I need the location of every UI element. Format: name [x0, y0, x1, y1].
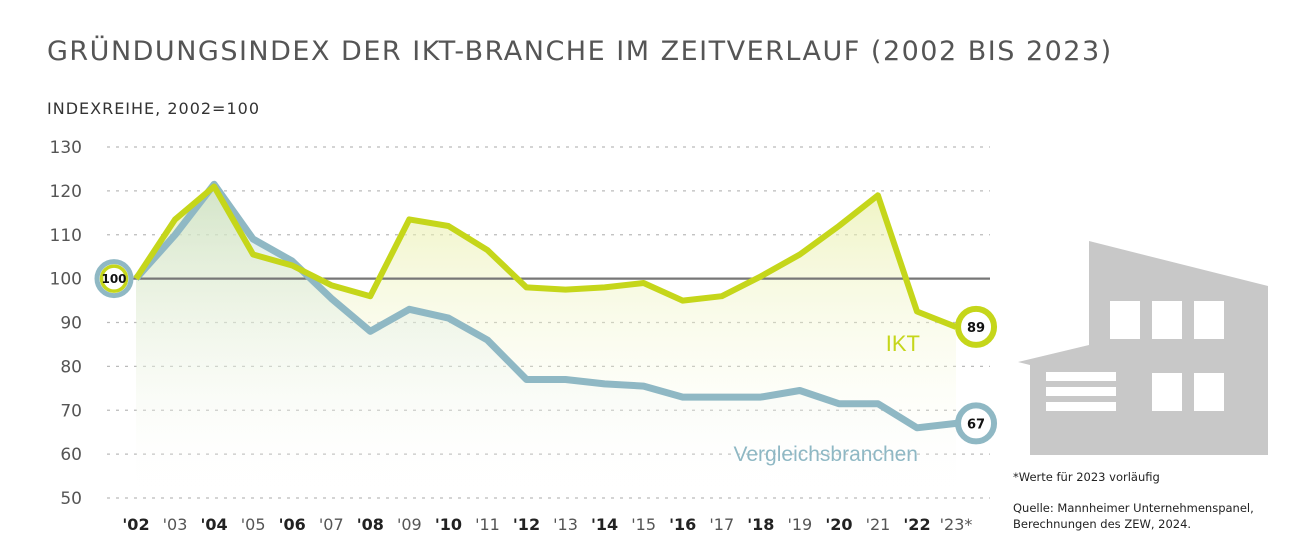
y-tick-label: 60: [60, 445, 82, 465]
x-tick-label: '14: [591, 515, 618, 534]
line-vergleichsbranchen: [133, 180, 957, 432]
end-marker-ikt-label: 89: [967, 321, 985, 336]
x-tick-label: '05: [241, 515, 266, 534]
footnote: *Werte für 2023 vorläufig: [1013, 470, 1160, 484]
chart-title: GRÜNDUNGSINDEX DER IKT-BRANCHE IM ZEITVE…: [47, 36, 1113, 67]
x-tick-label: '11: [475, 515, 500, 534]
series-label-ikt: IKT: [886, 331, 920, 356]
x-tick-label: '20: [825, 515, 852, 534]
x-tick-label: '15: [631, 515, 656, 534]
start-marker-inner: [99, 264, 129, 293]
y-tick-label: 120: [50, 182, 82, 202]
source-line-1: Quelle: Mannheimer Unternehmenspanel,: [1013, 501, 1254, 515]
building-icon: [1018, 241, 1268, 455]
x-tick-label: '17: [709, 515, 734, 534]
series-label-vergleichsbranchen: Vergleichsbranchen: [734, 443, 918, 466]
x-tick-label: '22: [903, 515, 930, 534]
end-marker-vergleichsbranchen-label: 67: [967, 417, 985, 432]
start-marker-label: 100: [101, 272, 126, 286]
x-tick-label: '09: [397, 515, 422, 534]
x-tick-label: '16: [669, 515, 696, 534]
source-note: Quelle: Mannheimer Unternehmenspanel, Be…: [1013, 500, 1254, 532]
y-tick-label: 80: [60, 357, 82, 377]
x-tick-label: '02: [122, 515, 149, 534]
x-tick-label: '18: [747, 515, 774, 534]
x-tick-label: '07: [319, 515, 344, 534]
y-tick-label: 110: [50, 226, 82, 246]
y-tick-label: 50: [60, 489, 82, 509]
x-tick-label: '13: [553, 515, 578, 534]
y-tick-label: 100: [50, 270, 82, 290]
chart-subtitle: INDEXREIHE, 2002=100: [47, 99, 260, 118]
x-tick-label: '10: [435, 515, 462, 534]
y-tick-label: 90: [60, 314, 82, 334]
x-tick-label: '06: [279, 515, 306, 534]
x-tick-label: '08: [357, 515, 384, 534]
x-tick-label: '12: [513, 515, 540, 534]
y-tick-label: 70: [60, 401, 82, 421]
line-ikt: [133, 183, 958, 330]
source-line-2: Berechnungen des ZEW, 2024.: [1013, 517, 1192, 531]
x-tick-label: '23*: [940, 515, 973, 534]
x-tick-label: '04: [201, 515, 228, 534]
area-vergleichsbranchen: [136, 184, 956, 499]
end-marker-ikt: [955, 305, 998, 348]
x-tick-label: '21: [866, 515, 891, 534]
x-tick-label: '03: [163, 515, 188, 534]
end-marker-vergleichsbranchen: [955, 402, 998, 445]
y-tick-label: 130: [50, 138, 82, 158]
x-tick-label: '19: [787, 515, 812, 534]
